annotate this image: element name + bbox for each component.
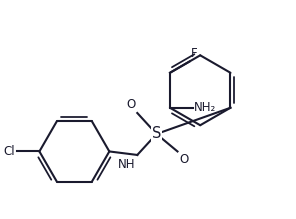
Text: NH: NH — [118, 158, 136, 171]
Text: NH₂: NH₂ — [194, 101, 216, 114]
Text: Cl: Cl — [4, 145, 15, 158]
Text: O: O — [126, 98, 136, 111]
Text: O: O — [179, 153, 189, 166]
Text: S: S — [152, 126, 161, 141]
Text: F: F — [191, 47, 198, 60]
